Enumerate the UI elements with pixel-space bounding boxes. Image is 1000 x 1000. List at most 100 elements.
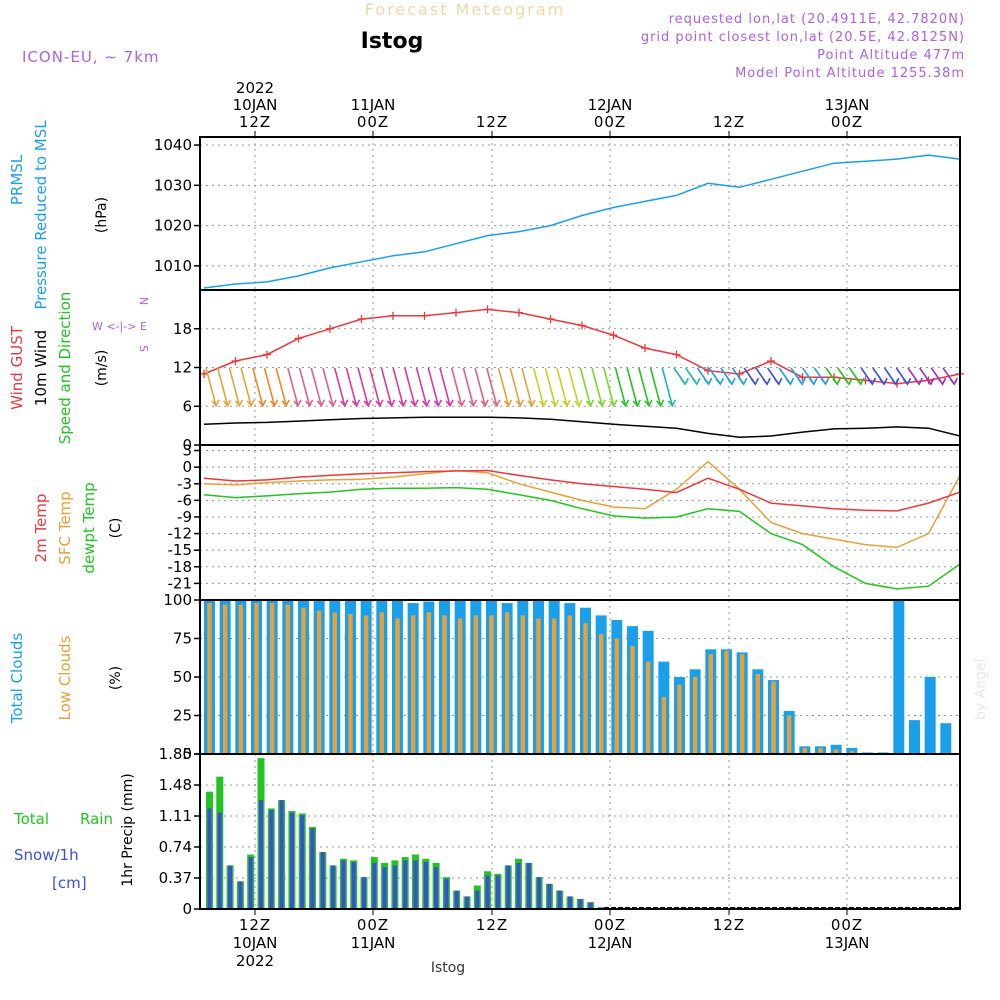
low-cloud-bar xyxy=(677,684,682,754)
gust-marker xyxy=(294,334,303,343)
snow-bar xyxy=(475,890,480,909)
snow-bar xyxy=(372,862,377,909)
low-cloud-bar xyxy=(316,610,322,754)
low-cloud-bar xyxy=(849,750,855,754)
wind-arrow xyxy=(521,367,533,407)
wind-arrow-head xyxy=(515,399,524,408)
wind-arrow xyxy=(287,367,299,407)
wind-arrow-head xyxy=(492,399,501,408)
wind-arrow-head xyxy=(234,399,244,408)
snow-bar xyxy=(392,865,397,909)
y-tick-label: 0 xyxy=(182,900,192,918)
gust-marker xyxy=(326,324,334,333)
compass-we-h: W <-|-> E xyxy=(92,320,147,333)
y-tick-label: -21 xyxy=(168,574,193,592)
credit: by Angel xyxy=(973,659,989,720)
wind-arrow xyxy=(638,367,650,407)
temp-2m-label: 2m Temp xyxy=(32,494,50,563)
wind-arrow-head xyxy=(316,399,326,408)
snow-bar xyxy=(557,890,562,909)
y-tick-label: -18 xyxy=(168,558,193,576)
snow-bar xyxy=(351,862,356,909)
y-tick-label: 1.11 xyxy=(159,807,192,825)
wind-arrow-head xyxy=(258,399,267,408)
top-hour-label: 00Z xyxy=(594,113,626,131)
wind-arrow-head xyxy=(457,399,466,408)
low-cloud-bar xyxy=(520,615,526,754)
wind-arrow xyxy=(228,367,241,407)
top-date-label: 12JAN xyxy=(588,96,633,114)
snow-bar xyxy=(465,896,469,909)
bottom-date-label: 11JAN xyxy=(351,934,396,952)
bottom-hour-label: 00Z xyxy=(357,916,389,934)
pressure-desc-label: Pressure Reduced to MSL xyxy=(32,120,50,310)
wind-arrow-head xyxy=(351,399,361,408)
wind-arrow xyxy=(462,367,475,407)
wind-arrow xyxy=(567,367,580,407)
wind-arrow-head xyxy=(656,399,665,408)
top-date-label: 13JAN xyxy=(825,96,870,114)
gust-marker xyxy=(546,315,555,324)
precip-unit-cm-label: [cm] xyxy=(52,874,87,892)
wind-arrow xyxy=(252,367,264,407)
snow-bar xyxy=(537,877,542,909)
snow-bar xyxy=(444,878,449,909)
wind-arrow-head xyxy=(585,399,595,408)
wind-arrow xyxy=(392,367,405,407)
snow-bar xyxy=(259,800,263,909)
precip-unit-label: 1hr Precip (mm) xyxy=(120,773,136,886)
gust-marker xyxy=(420,311,429,320)
model-label: ICON-EU, ~ 7km xyxy=(22,48,160,66)
snow-bar xyxy=(362,877,366,909)
wind-arrow xyxy=(333,367,346,407)
low-cloud-bar xyxy=(833,749,839,754)
wind-arrow-head xyxy=(386,399,396,408)
snow-bar xyxy=(516,862,521,909)
low-cloud-bar xyxy=(301,607,306,754)
wind-arrow-head xyxy=(269,399,279,408)
meteogram-title: Forecast Meteogram xyxy=(365,0,565,19)
snow-bar xyxy=(248,857,253,909)
wind-arrow-head xyxy=(480,399,489,408)
low-cloud-bar xyxy=(457,618,463,754)
wind-10m-line xyxy=(203,416,961,439)
bottom-year-label: 2022 xyxy=(236,952,274,970)
bottom-hour-label: 12Z xyxy=(239,916,271,934)
snow-bar xyxy=(568,896,572,909)
low-clouds-label: Low Clouds xyxy=(56,635,74,720)
gust-marker xyxy=(609,331,618,340)
wind-arrow xyxy=(345,367,358,407)
wind-10m-label: 10m Wind xyxy=(32,330,50,406)
gust-marker xyxy=(357,315,366,324)
temp-unit-label: (C) xyxy=(108,518,124,539)
snow-bar xyxy=(434,867,439,909)
low-cloud-bar xyxy=(254,603,259,754)
wind-arrow xyxy=(298,367,311,407)
gust-marker xyxy=(231,357,240,366)
gust-marker xyxy=(200,369,208,378)
wind-arrow xyxy=(357,367,369,407)
prmsl-label: PRMSL xyxy=(8,154,26,205)
wind-arrow-head xyxy=(879,377,888,386)
wind-arrow xyxy=(486,367,498,407)
wind-speed-dir-label: Speed and Direction xyxy=(56,292,74,445)
wind-arrow-head xyxy=(703,377,713,386)
y-tick-label: -3 xyxy=(177,475,192,493)
low-cloud-bar xyxy=(645,661,651,754)
wind-arrow xyxy=(205,367,217,407)
pressure-unit-label: (hPa) xyxy=(94,197,110,233)
wind-arrow-head xyxy=(750,377,760,386)
top-date-label: 11JAN xyxy=(351,96,396,114)
gust-marker xyxy=(389,311,397,320)
low-cloud-bar xyxy=(755,673,761,754)
panel-frame-0 xyxy=(199,136,961,291)
wind-arrow-head xyxy=(223,399,232,408)
low-cloud-bar xyxy=(771,681,776,754)
wind-arrow-head xyxy=(211,399,220,408)
wind-arrow-head xyxy=(644,399,653,408)
snow-bar xyxy=(269,810,274,909)
wind-arrow-head xyxy=(809,377,818,386)
dewpt-temp-line xyxy=(203,486,961,590)
wind-arrow-head xyxy=(609,399,618,408)
wind-arrow-head xyxy=(926,377,935,386)
